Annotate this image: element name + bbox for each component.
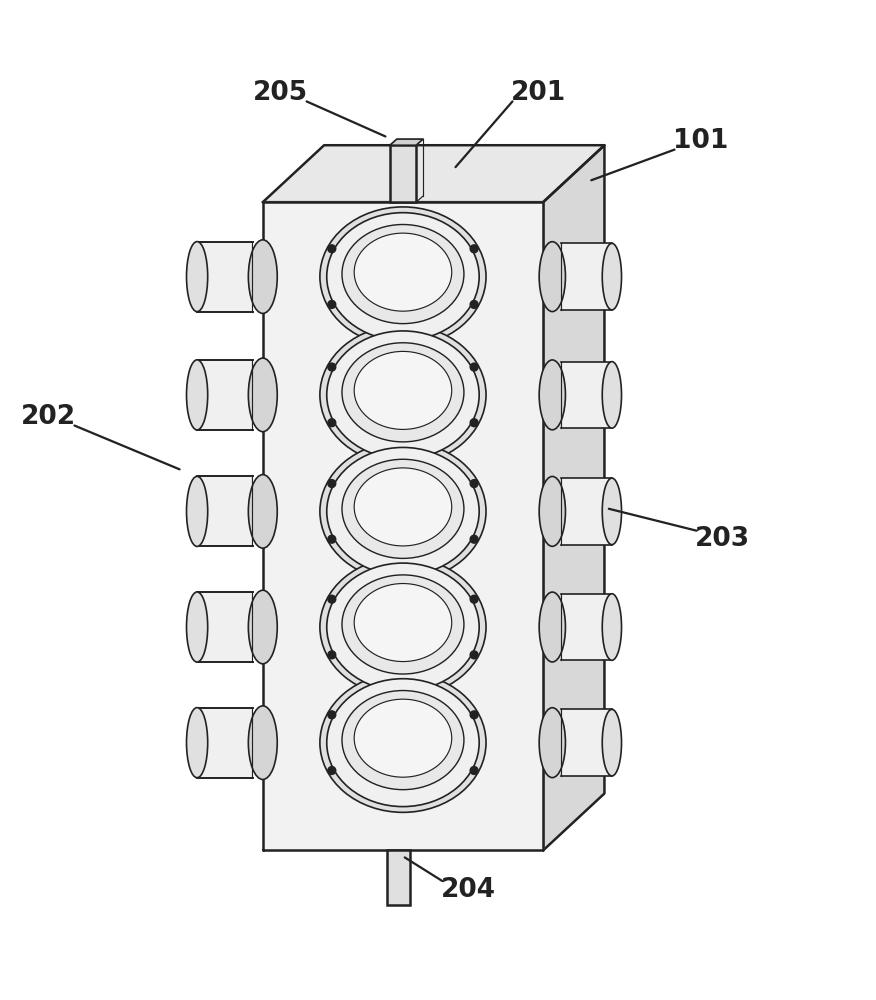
- Circle shape: [328, 535, 336, 543]
- Circle shape: [470, 301, 478, 308]
- Circle shape: [328, 480, 336, 487]
- Ellipse shape: [327, 331, 479, 459]
- Ellipse shape: [539, 708, 566, 778]
- Ellipse shape: [249, 240, 277, 313]
- Ellipse shape: [187, 242, 208, 312]
- Circle shape: [328, 363, 336, 371]
- Circle shape: [470, 480, 478, 487]
- Bar: [197, 592, 253, 662]
- Ellipse shape: [327, 563, 479, 691]
- Bar: [197, 708, 253, 778]
- Text: 202: 202: [21, 404, 75, 430]
- Bar: [390, 145, 416, 202]
- Ellipse shape: [603, 594, 621, 660]
- Ellipse shape: [539, 242, 566, 312]
- Bar: [561, 362, 611, 428]
- Text: 203: 203: [696, 526, 750, 552]
- Circle shape: [328, 767, 336, 774]
- Circle shape: [470, 419, 478, 427]
- Bar: [561, 243, 611, 310]
- Ellipse shape: [603, 243, 621, 310]
- Ellipse shape: [249, 590, 277, 664]
- Ellipse shape: [354, 699, 452, 777]
- Ellipse shape: [354, 468, 452, 546]
- Circle shape: [470, 651, 478, 659]
- Bar: [197, 242, 253, 312]
- Ellipse shape: [249, 358, 277, 432]
- Ellipse shape: [342, 575, 464, 674]
- Circle shape: [470, 711, 478, 719]
- Bar: [561, 594, 611, 660]
- Ellipse shape: [320, 442, 486, 581]
- Ellipse shape: [320, 325, 486, 465]
- Circle shape: [328, 301, 336, 308]
- Bar: [197, 476, 253, 546]
- Circle shape: [470, 363, 478, 371]
- Ellipse shape: [342, 225, 464, 324]
- Circle shape: [470, 535, 478, 543]
- Bar: [561, 478, 611, 545]
- Bar: [561, 709, 611, 776]
- Ellipse shape: [187, 360, 208, 430]
- Ellipse shape: [327, 213, 479, 341]
- Ellipse shape: [342, 459, 464, 558]
- Circle shape: [328, 651, 336, 659]
- Circle shape: [470, 595, 478, 603]
- Circle shape: [470, 767, 478, 774]
- Ellipse shape: [249, 475, 277, 548]
- Text: 201: 201: [511, 80, 567, 106]
- Polygon shape: [543, 145, 604, 850]
- Ellipse shape: [354, 584, 452, 662]
- Polygon shape: [263, 145, 604, 202]
- Ellipse shape: [249, 706, 277, 779]
- Text: 205: 205: [253, 80, 307, 106]
- Ellipse shape: [187, 708, 208, 778]
- Ellipse shape: [342, 343, 464, 442]
- Ellipse shape: [354, 351, 452, 429]
- Text: 101: 101: [673, 128, 729, 154]
- Circle shape: [328, 245, 336, 253]
- Polygon shape: [263, 202, 543, 850]
- Ellipse shape: [327, 447, 479, 575]
- Text: 204: 204: [442, 877, 496, 903]
- Circle shape: [470, 245, 478, 253]
- Ellipse shape: [603, 478, 621, 545]
- Bar: [387, 850, 410, 905]
- Ellipse shape: [603, 362, 621, 428]
- Ellipse shape: [187, 476, 208, 546]
- Ellipse shape: [327, 679, 479, 807]
- Ellipse shape: [342, 691, 464, 790]
- Ellipse shape: [320, 557, 486, 697]
- Bar: [197, 360, 253, 430]
- Circle shape: [328, 419, 336, 427]
- Ellipse shape: [539, 592, 566, 662]
- Circle shape: [328, 711, 336, 719]
- Polygon shape: [390, 139, 423, 145]
- Ellipse shape: [603, 709, 621, 776]
- Ellipse shape: [320, 673, 486, 812]
- Ellipse shape: [354, 233, 452, 311]
- Ellipse shape: [539, 360, 566, 430]
- Ellipse shape: [539, 476, 566, 546]
- Ellipse shape: [187, 592, 208, 662]
- Circle shape: [328, 595, 336, 603]
- Ellipse shape: [320, 207, 486, 346]
